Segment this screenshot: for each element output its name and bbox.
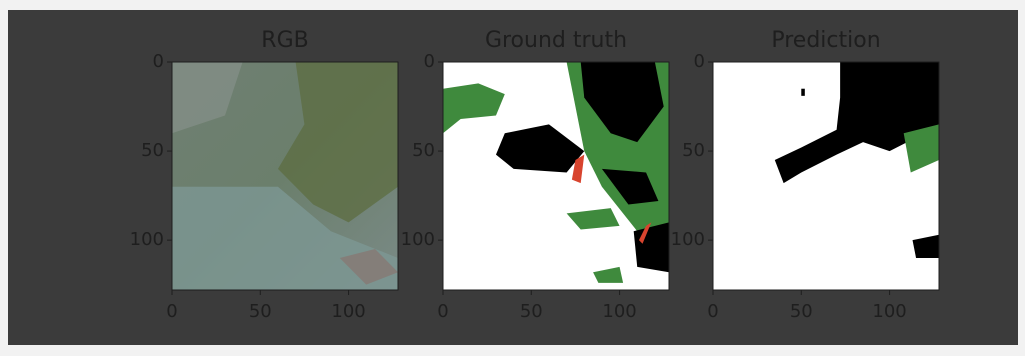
- y-tick-label: 0: [694, 51, 705, 72]
- x-tick-label: 100: [602, 301, 636, 322]
- y-tick-label: 50: [141, 140, 164, 161]
- x-tick-label: 100: [331, 301, 365, 322]
- prediction-image: [713, 62, 939, 290]
- ground-truth-image: [443, 62, 669, 290]
- y-tick-label: 50: [412, 140, 435, 161]
- x-tick-label: 0: [166, 301, 177, 322]
- x-tick-label: 50: [520, 301, 543, 322]
- x-tick-label: 100: [872, 301, 906, 322]
- x-tick-label: 0: [707, 301, 718, 322]
- y-tick-label: 0: [153, 51, 164, 72]
- y-tick-label: 100: [671, 229, 705, 250]
- y-tick-label: 0: [424, 51, 435, 72]
- figure: RGB 0 50 100 0 50 100 Ground truth 0 50 100 0 50 100 P…: [0, 0, 1025, 352]
- panel-title: Prediction: [771, 28, 880, 53]
- panel-title: Ground truth: [485, 28, 627, 53]
- x-tick-label: 0: [437, 301, 448, 322]
- y-tick-label: 100: [130, 229, 164, 250]
- y-tick-label: 100: [401, 229, 435, 250]
- y-tick-label: 50: [682, 140, 705, 161]
- x-tick-label: 50: [790, 301, 813, 322]
- panel-title: RGB: [261, 28, 308, 53]
- rgb-image: [172, 62, 398, 290]
- x-tick-label: 50: [249, 301, 272, 322]
